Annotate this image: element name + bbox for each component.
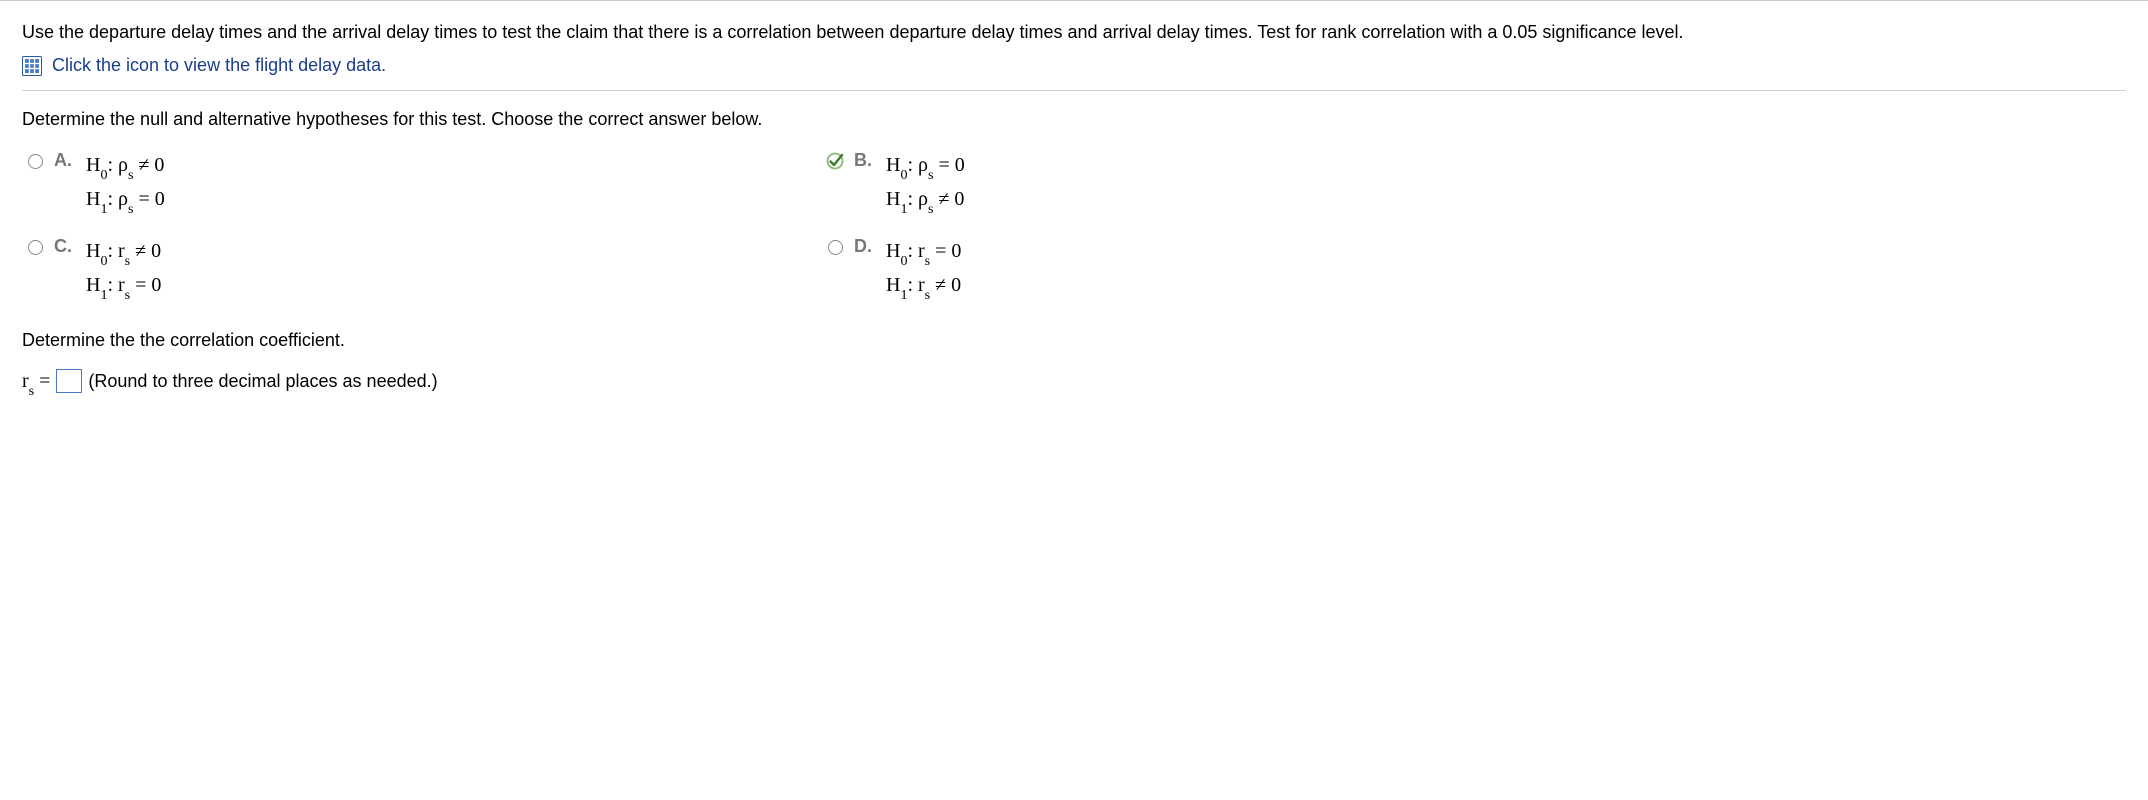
choice-d-line2: H1: rs ≠ 0 [886, 270, 961, 300]
coeff-label: rs = [22, 370, 50, 393]
choice-a-line1: H0: ρs ≠ 0 [86, 150, 165, 180]
choice-d[interactable]: D. H0: rs = 0 H1: rs ≠ 0 [826, 236, 1626, 300]
data-table-icon[interactable] [22, 56, 42, 76]
choice-c-letter: C. [54, 236, 76, 257]
radio-d[interactable] [826, 238, 844, 256]
data-link-text[interactable]: Click the icon to view the flight delay … [52, 55, 386, 76]
coeff-hint: (Round to three decimal places as needed… [88, 371, 437, 392]
question-prompt: Determine the null and alternative hypot… [22, 109, 2126, 130]
choice-b[interactable]: B. H0: ρs = 0 H1: ρs ≠ 0 [826, 150, 1626, 214]
choice-b-line1: H0: ρs = 0 [886, 150, 965, 180]
choice-d-letter: D. [854, 236, 876, 257]
choice-a-line2: H1: ρs = 0 [86, 184, 165, 214]
answer-choices: A. H0: ρs ≠ 0 H1: ρs = 0 B. H0: ρs = 0 H… [26, 150, 2126, 300]
choice-b-letter: B. [854, 150, 876, 171]
coeff-input[interactable] [56, 369, 82, 393]
radio-c[interactable] [26, 238, 44, 256]
section2-prompt: Determine the the correlation coefficien… [22, 330, 2126, 351]
choice-a[interactable]: A. H0: ρs ≠ 0 H1: ρs = 0 [26, 150, 826, 214]
choice-a-letter: A. [54, 150, 76, 171]
choice-b-line2: H1: ρs ≠ 0 [886, 184, 965, 214]
radio-a[interactable] [26, 152, 44, 170]
divider [22, 90, 2126, 91]
choice-c-line1: H0: rs ≠ 0 [86, 236, 161, 266]
radio-b-correct[interactable] [826, 152, 844, 170]
choice-d-line1: H0: rs = 0 [886, 236, 961, 266]
choice-c-line2: H1: rs = 0 [86, 270, 161, 300]
intro-text: Use the departure delay times and the ar… [22, 19, 2122, 45]
choice-c[interactable]: C. H0: rs ≠ 0 H1: rs = 0 [26, 236, 826, 300]
